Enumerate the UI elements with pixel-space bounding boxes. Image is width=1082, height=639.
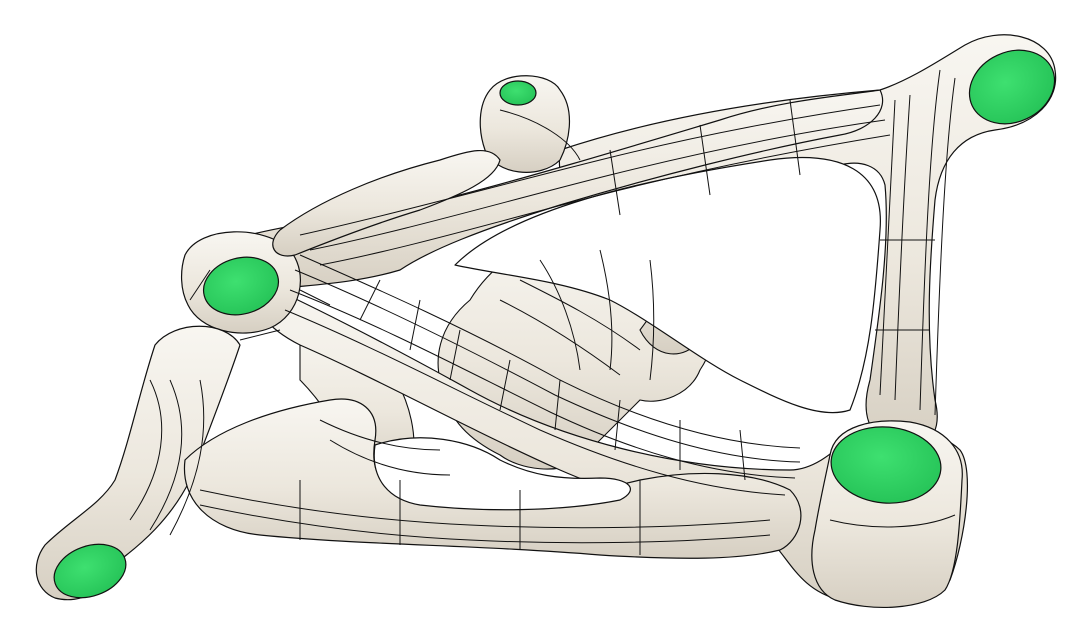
mounting-faces	[53, 49, 1056, 599]
mount-face-top-right	[968, 49, 1056, 125]
mount-face-left	[202, 256, 280, 316]
upper-left-arm	[272, 149, 501, 257]
mount-face-bottom-left	[53, 543, 127, 599]
upper-arm	[224, 89, 884, 291]
mount-face-top	[499, 80, 537, 106]
mount-face-bottom-right	[830, 426, 942, 504]
bottom-loop	[183, 398, 802, 559]
bottom-loop-hole	[373, 437, 631, 511]
